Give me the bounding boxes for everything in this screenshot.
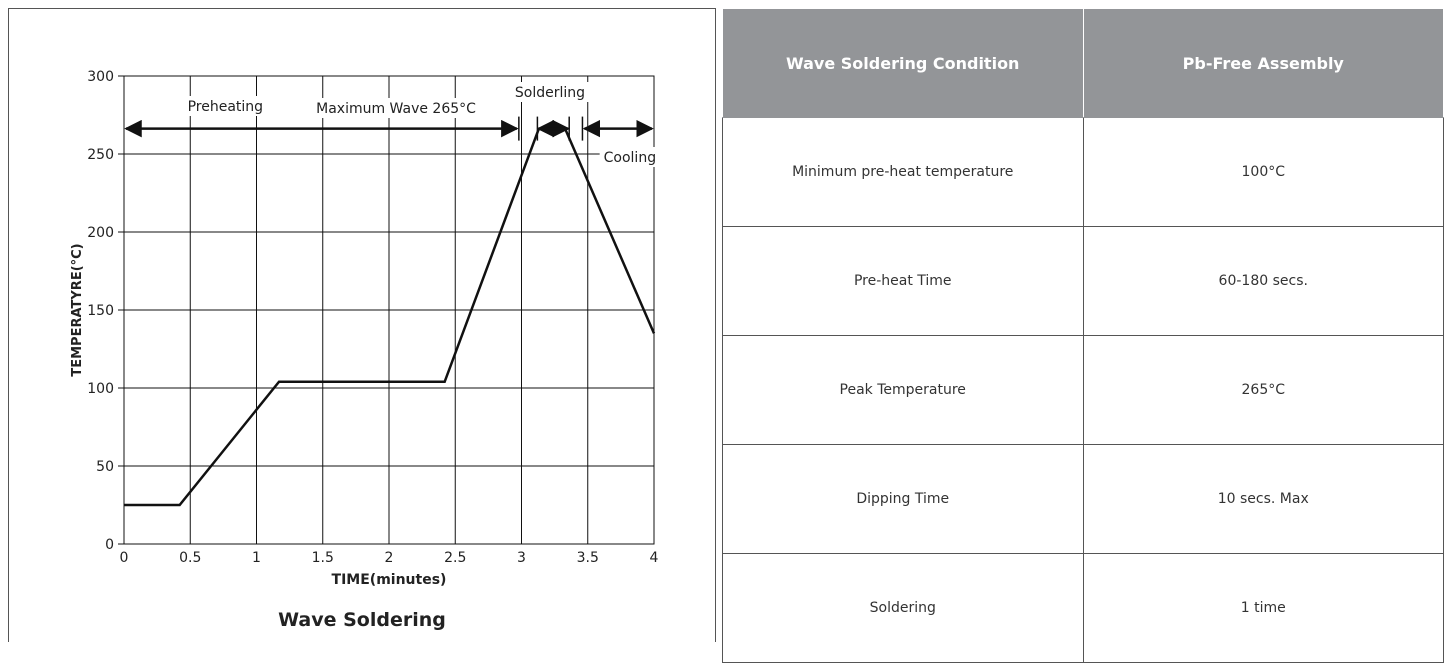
x-tick-label: 4	[650, 550, 659, 566]
y-tick-label: 100	[87, 381, 114, 397]
x-tick-label: 2	[385, 550, 394, 566]
x-tick-label: 0.5	[179, 550, 201, 566]
row-condition: Soldering	[722, 553, 1084, 663]
x-tick-label: 1.5	[312, 550, 334, 566]
annotation-preheating-bg	[183, 96, 264, 116]
x-tick-label: 3	[517, 550, 526, 566]
chart-title: Wave Soldering	[278, 609, 446, 631]
y-tick-label: 50	[96, 459, 114, 475]
soldering-condition-table: Wave Soldering Condition Pb-Free Assembl…	[722, 8, 1444, 663]
plot-frame	[123, 75, 655, 545]
table-row: Dipping Time 10 secs. Max	[722, 444, 1444, 554]
annotation-solderling: Solderling	[515, 85, 585, 101]
x-tick-label: 0	[120, 550, 129, 566]
y-tick-label: 200	[87, 225, 114, 241]
annotation-solderling-bg	[510, 82, 595, 102]
x-axis-label: TIME(minutes)	[332, 572, 447, 588]
annotation-cooling-bg	[599, 147, 660, 167]
row-condition: Peak Temperature	[722, 335, 1084, 445]
y-tick-label: 0	[105, 537, 114, 553]
y-tick-label: 300	[87, 69, 114, 85]
y-tick-label: 150	[87, 303, 114, 319]
x-tick-label: 3.5	[577, 550, 599, 566]
row-value: 265°C	[1082, 335, 1444, 445]
table-row: Peak Temperature 265°C	[722, 335, 1444, 445]
row-value: 60-180 secs.	[1082, 226, 1444, 336]
annotation-cooling: Cooling	[604, 150, 656, 166]
x-tick-label: 1	[252, 550, 261, 566]
row-condition: Minimum pre-heat temperature	[722, 117, 1084, 227]
row-condition: Pre-heat Time	[722, 226, 1084, 336]
annotation-maximum-wave-bg	[312, 98, 483, 118]
table-row: Pre-heat Time 60-180 secs.	[722, 226, 1444, 336]
row-value: 100°C	[1082, 117, 1444, 227]
table-header-row: Wave Soldering Condition Pb-Free Assembl…	[722, 8, 1444, 118]
wave-soldering-chart: 0 0.5 1 1.5 2 2.5 3 3.5 4 0 50 100 150 200 250 300 TIME(…	[70, 69, 660, 588]
row-value: 1 time	[1082, 553, 1444, 663]
row-condition: Dipping Time	[722, 444, 1084, 554]
y-tick-label: 250	[87, 147, 114, 163]
chart-panel: 0 0.5 1 1.5 2 2.5 3 3.5 4 0 50 100 150 200 250 300 TIME(…	[8, 8, 716, 642]
annotation-preheating: Preheating	[188, 99, 263, 115]
row-value: 10 secs. Max	[1082, 444, 1444, 554]
table-row: Soldering 1 time	[722, 553, 1444, 663]
header-pb-free: Pb-Free Assembly	[1082, 8, 1444, 118]
y-axis-label: TEMPERATYRE(°C)	[70, 243, 85, 376]
header-condition: Wave Soldering Condition	[722, 8, 1084, 118]
x-tick-label: 2.5	[444, 550, 466, 566]
table-row: Minimum pre-heat temperature 100°C	[722, 117, 1444, 227]
temperature-profile-line	[124, 127, 656, 507]
annotation-maximum-wave: Maximum Wave 265°C	[316, 101, 476, 117]
